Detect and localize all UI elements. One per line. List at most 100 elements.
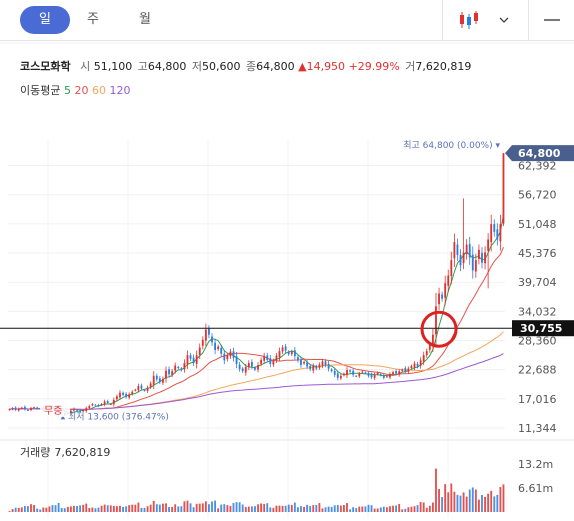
candle-body — [385, 376, 388, 378]
candle-body — [468, 244, 471, 258]
chart-type-button[interactable] — [452, 6, 486, 34]
volume-bar — [106, 505, 109, 512]
candle-body — [269, 358, 272, 364]
volume-bar — [250, 506, 253, 512]
volume-bar — [97, 507, 100, 512]
candle-body — [447, 275, 450, 286]
candle-body — [146, 387, 149, 391]
volume-bar — [278, 505, 281, 512]
candle-body — [109, 404, 112, 406]
candle-body — [459, 254, 462, 266]
candle-body — [367, 372, 370, 376]
volume-bar — [447, 492, 450, 512]
volume-bar — [30, 504, 32, 512]
candle-body — [158, 378, 161, 382]
candle-body — [318, 364, 321, 368]
volume-bar — [275, 505, 278, 512]
candle-body — [57, 407, 60, 412]
high-value: 64,800 — [147, 60, 187, 73]
menu-button[interactable] — [540, 6, 564, 34]
candle-body — [296, 357, 299, 361]
volume-bar — [241, 504, 244, 512]
candle-body — [171, 371, 174, 375]
volume-bar — [54, 505, 57, 512]
candle-body — [20, 407, 23, 409]
volume-bar — [444, 484, 447, 512]
volume-bar — [392, 505, 394, 512]
volume-bar — [413, 506, 416, 512]
volume-bar — [183, 501, 186, 512]
volume-bar — [152, 500, 155, 512]
candle-body — [250, 362, 253, 367]
volume-bar — [131, 504, 134, 512]
candle-body — [419, 360, 422, 366]
candle-body — [330, 369, 333, 372]
candle-body — [281, 347, 284, 352]
candle-body — [478, 249, 480, 259]
candle-body — [327, 363, 330, 369]
volume-bar — [82, 504, 85, 512]
volume-bar — [284, 505, 287, 512]
last-price-badge — [505, 145, 574, 162]
volume-bar — [373, 508, 376, 512]
volume-bar — [450, 483, 453, 512]
tab-weekly[interactable]: 주 — [87, 12, 99, 27]
y-tick-label: 62,392 — [518, 160, 557, 173]
candle-body — [201, 339, 204, 346]
candle-body — [484, 252, 486, 264]
candle-body — [192, 357, 195, 363]
candle-body — [456, 244, 459, 255]
candle-body — [155, 375, 158, 380]
high-annotation: 최고 64,800 (0.00%) ▾ — [403, 140, 500, 151]
volume-bar — [128, 505, 131, 512]
volume-bar — [69, 506, 72, 512]
volume-bar — [481, 494, 483, 512]
candle-body — [438, 293, 440, 305]
candle-body — [284, 346, 287, 351]
volume-bar — [401, 509, 404, 512]
volume-bar — [312, 505, 315, 512]
low-value: 50,600 — [201, 60, 241, 73]
candle-body — [48, 405, 51, 407]
volume-bar — [290, 504, 293, 512]
volume-bar — [85, 503, 88, 512]
candle-body — [30, 408, 32, 411]
volume-title-label: 거래량 — [20, 446, 50, 459]
volume-bar — [174, 504, 177, 512]
y-tick-label: 51,048 — [518, 218, 557, 231]
volume-bar — [364, 506, 367, 512]
candle-body — [17, 408, 20, 411]
stock-name: 코스모화학 — [20, 60, 71, 73]
candle-body — [214, 342, 217, 351]
candle-body — [119, 392, 121, 398]
candle-body — [69, 410, 72, 414]
candle-body — [309, 365, 312, 370]
candle-body — [134, 389, 137, 391]
candle-body — [51, 405, 54, 408]
volume-bar — [355, 508, 358, 512]
candle-body — [431, 334, 434, 346]
volume-value: 7,620,819 — [415, 60, 472, 73]
volume-bar — [404, 508, 407, 512]
candle-body — [79, 410, 82, 412]
volume-bar — [419, 501, 422, 512]
volume-bar — [293, 502, 296, 512]
volume-bar — [177, 506, 180, 512]
event-marker: 무증 — [44, 405, 62, 417]
candle-body — [278, 351, 281, 358]
volume-bar — [42, 507, 45, 512]
chart-type-dropdown[interactable] — [494, 6, 514, 34]
tab-daily[interactable]: 일 — [20, 6, 70, 34]
candle-body — [235, 356, 238, 364]
volume-bar — [468, 489, 471, 512]
candle-body — [398, 371, 401, 375]
event-marker-bg — [40, 402, 70, 417]
candle-body — [94, 404, 97, 406]
volume-bar — [51, 505, 54, 512]
candlestick-icon — [460, 11, 478, 29]
candle-body — [493, 224, 496, 232]
candle-body — [389, 374, 391, 378]
candle-body — [392, 372, 394, 375]
candle-body — [229, 351, 232, 357]
tab-monthly[interactable]: 월 — [139, 12, 151, 27]
